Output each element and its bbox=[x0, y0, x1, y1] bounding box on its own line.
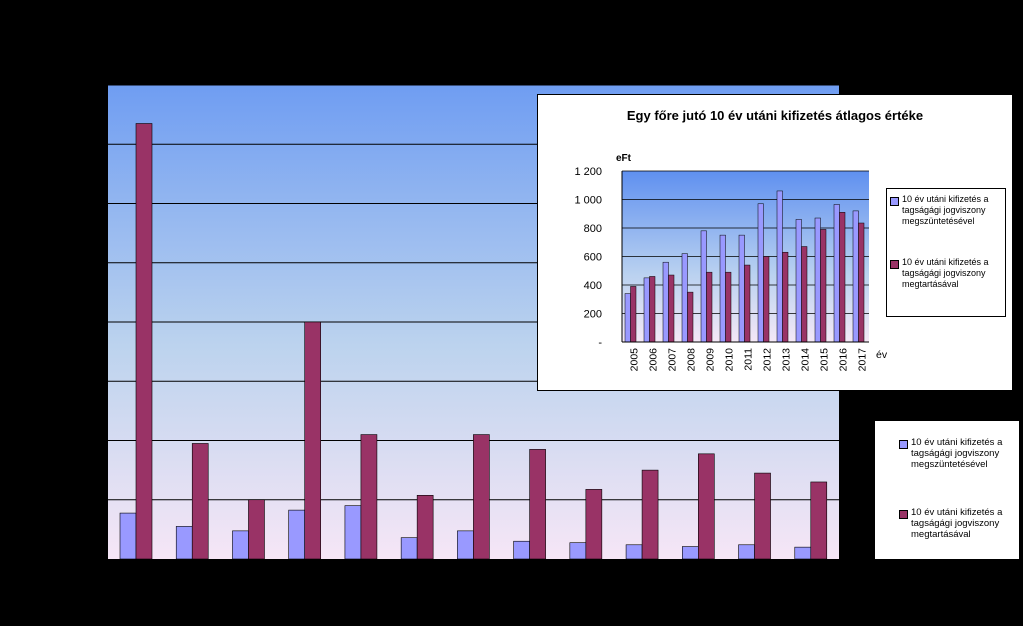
inset-x-tick-label: 2017 bbox=[856, 348, 868, 372]
inset-bar-terminated bbox=[719, 234, 726, 343]
main-bar-retained bbox=[360, 434, 378, 560]
main-bar-terminated bbox=[569, 542, 587, 560]
main-bar-terminated bbox=[400, 537, 418, 560]
inset-x-tick-label: 2012 bbox=[761, 348, 773, 372]
main-bar-terminated bbox=[175, 526, 193, 560]
inset-bar-retained bbox=[801, 246, 808, 343]
main-bar-terminated bbox=[794, 546, 812, 560]
main-bar-retained bbox=[191, 443, 209, 560]
inset-bar-retained bbox=[687, 291, 694, 343]
inset-bar-terminated bbox=[624, 293, 631, 343]
inset-bar-terminated bbox=[776, 190, 783, 343]
inset-x-tick-label: 2015 bbox=[818, 348, 830, 372]
inset-bar-retained bbox=[763, 256, 770, 343]
inset-bar-retained bbox=[649, 276, 656, 343]
inset-legend-label-1: 10 év utáni kifizetés a tagságági jogvis… bbox=[902, 194, 989, 226]
legend-swatch-maroon bbox=[890, 260, 899, 269]
main-legend-label-1: 10 év utáni kifizetés a tagságági jogvis… bbox=[911, 437, 1003, 470]
inset-x-tick-label: 2016 bbox=[837, 348, 849, 372]
legend-swatch-purple bbox=[890, 197, 899, 206]
inset-chart-panel: Egy főre jutó 10 év utáni kifizetés átla… bbox=[537, 94, 1013, 391]
inset-x-tick-label: 2011 bbox=[742, 348, 754, 371]
inset-y-tick-label: 200 bbox=[584, 309, 602, 321]
inset-legend-label-2: 10 év utáni kifizetés a tagságági jogvis… bbox=[902, 257, 989, 289]
inset-legend: 10 év utáni kifizetés a tagságági jogvis… bbox=[886, 188, 1006, 317]
inset-bar-retained bbox=[744, 264, 751, 343]
inset-bar-retained bbox=[782, 251, 789, 343]
main-bar-terminated bbox=[738, 544, 755, 560]
inset-bar-retained bbox=[725, 271, 732, 343]
inset-x-tick-label: 2007 bbox=[666, 348, 678, 372]
inset-bar-terminated bbox=[643, 277, 650, 343]
main-bar-retained bbox=[754, 472, 771, 560]
inset-bar-terminated bbox=[852, 210, 859, 343]
inset-bar-terminated bbox=[795, 219, 802, 343]
legend-swatch-purple bbox=[899, 440, 908, 449]
main-bar-terminated bbox=[288, 509, 305, 560]
inset-bar-terminated bbox=[700, 230, 707, 343]
main-bar-terminated bbox=[513, 540, 530, 560]
inset-chart: - 200 400 600 800 1 000 1 200 2005 2006 2007 2008 2… bbox=[574, 153, 888, 372]
main-bar-retained bbox=[416, 495, 434, 560]
inset-chart-title: Egy főre jutó 10 év utáni kifizetés átla… bbox=[626, 108, 924, 123]
inset-legend-item-1: 10 év utáni kifizetés a tagságági jogvis… bbox=[890, 194, 1005, 227]
inset-bar-terminated bbox=[757, 203, 764, 343]
main-legend: 10 év utáni kifizetés a tagságági jogvis… bbox=[874, 420, 1020, 560]
inset-y-unit: eFt bbox=[616, 153, 632, 164]
inset-bar-retained bbox=[668, 274, 675, 343]
inset-y-tick-label: 1 000 bbox=[574, 195, 602, 207]
main-bar-retained bbox=[585, 489, 603, 560]
inset-y-tick-label: - bbox=[598, 337, 602, 349]
main-legend-label-2: 10 év utáni kifizetés a tagságági jogvis… bbox=[911, 507, 1003, 540]
main-legend-item-1: 10 év utáni kifizetés a tagságági jogvis… bbox=[899, 437, 1017, 470]
main-bar-retained bbox=[698, 453, 715, 560]
inset-x-unit: év bbox=[876, 349, 888, 361]
main-bar-retained bbox=[529, 449, 546, 560]
inset-bar-retained bbox=[820, 229, 827, 343]
inset-bar-terminated bbox=[681, 253, 688, 343]
inset-y-tick-label: 600 bbox=[584, 252, 602, 264]
inset-x-tick-label: 2005 bbox=[628, 348, 640, 372]
inset-bar-retained bbox=[706, 271, 713, 343]
inset-x-tick-label: 2009 bbox=[704, 348, 716, 372]
inset-y-tick-label: 1 200 bbox=[574, 166, 602, 178]
inset-bar-retained bbox=[839, 212, 846, 343]
main-bar-retained bbox=[304, 321, 321, 560]
inset-x-tick-label: 2010 bbox=[723, 348, 735, 372]
main-bar-terminated bbox=[457, 530, 474, 560]
main-bar-terminated bbox=[682, 546, 699, 560]
inset-legend-item-2: 10 év utáni kifizetés a tagságági jogvis… bbox=[890, 257, 1005, 290]
inset-x-tick-label: 2013 bbox=[780, 348, 792, 372]
main-bar-retained bbox=[810, 481, 828, 560]
inset-x-tick-label: 2006 bbox=[647, 348, 659, 372]
inset-x-tick-label: 2008 bbox=[685, 348, 697, 372]
main-bar-terminated bbox=[232, 530, 249, 560]
main-bar-retained bbox=[248, 499, 265, 560]
main-bar-retained bbox=[641, 469, 659, 560]
legend-swatch-maroon bbox=[899, 510, 908, 519]
inset-bar-terminated bbox=[738, 234, 745, 343]
main-bar-terminated bbox=[119, 512, 137, 560]
inset-bar-retained bbox=[858, 222, 865, 343]
main-bar-terminated bbox=[344, 505, 362, 560]
inset-bar-retained bbox=[630, 286, 637, 343]
inset-x-tick-label: 2014 bbox=[799, 348, 811, 372]
inset-bar-terminated bbox=[833, 204, 840, 343]
inset-y-tick-label: 800 bbox=[584, 223, 602, 235]
main-bar-retained bbox=[135, 123, 153, 560]
main-legend-item-2: 10 év utáni kifizetés a tagságági jogvis… bbox=[899, 507, 1017, 540]
main-bar-retained bbox=[473, 434, 490, 560]
inset-y-tick-label: 400 bbox=[584, 280, 602, 292]
inset-bar-terminated bbox=[662, 261, 669, 343]
inset-bar-terminated bbox=[814, 217, 821, 343]
main-bar-terminated bbox=[625, 544, 643, 560]
